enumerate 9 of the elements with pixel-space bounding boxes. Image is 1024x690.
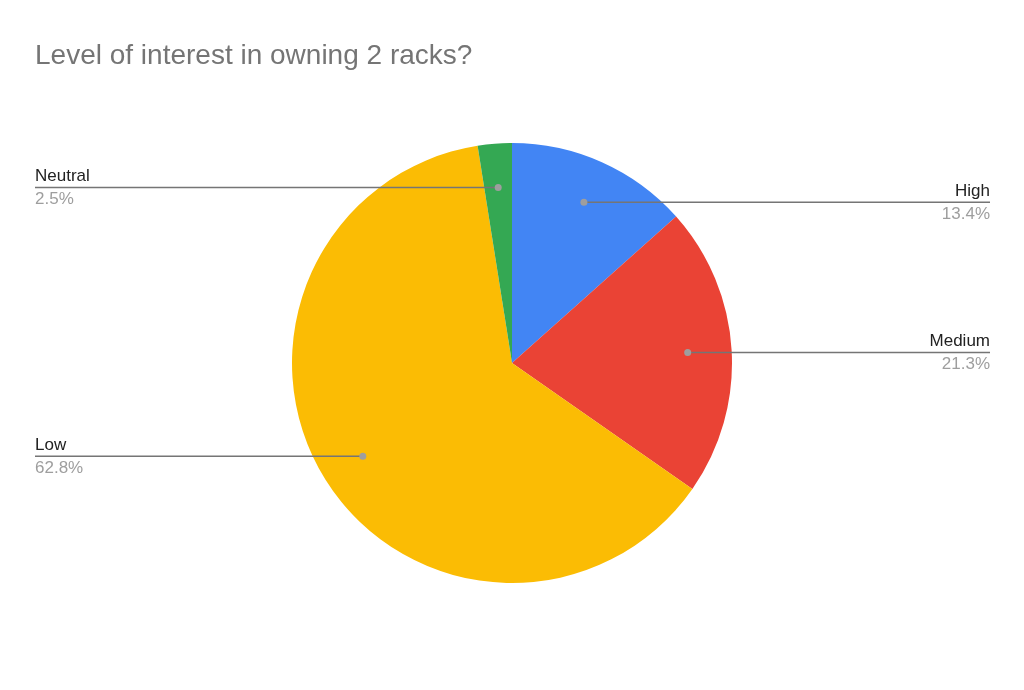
data-label: 21.3% (941, 353, 990, 373)
slice-label: Neutral (35, 165, 90, 185)
data-label: 2.5% (35, 188, 74, 208)
data-label: 62.8% (35, 457, 84, 477)
data-label: 13.4% (941, 203, 990, 223)
slice-label: High (955, 180, 990, 200)
chart-title: Level of interest in owning 2 racks? (35, 39, 473, 70)
slice-label: Medium (929, 330, 990, 350)
slice-label: Low (35, 434, 67, 454)
